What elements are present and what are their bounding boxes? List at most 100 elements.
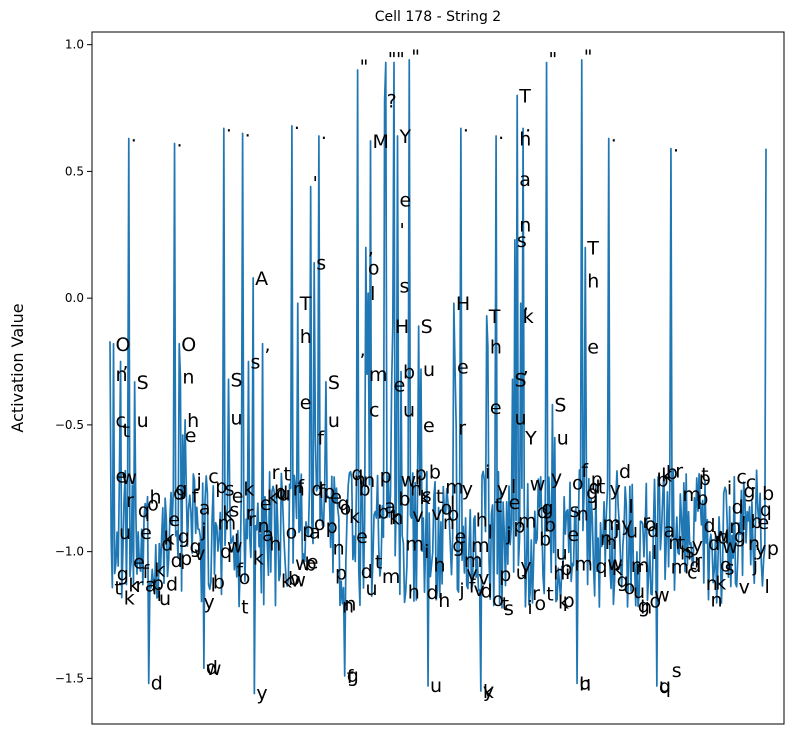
noise-char-406: d xyxy=(588,476,600,498)
noise-char-138: b xyxy=(274,482,286,504)
noise-char-400: f xyxy=(581,460,589,482)
noise-char-404: g xyxy=(586,482,598,504)
noise-char-36: k xyxy=(154,559,165,581)
noise-char-156: w xyxy=(295,553,311,575)
char-label-15: s xyxy=(250,352,260,374)
noise-char-524: i xyxy=(727,477,732,499)
noise-char-326: t xyxy=(495,495,502,517)
noise-char-442: m xyxy=(631,555,650,577)
peak-label-16: . xyxy=(611,124,617,146)
noise-char-104: l xyxy=(234,530,239,552)
noise-char-336: j xyxy=(505,523,511,545)
noise-char-56: g xyxy=(178,526,190,548)
noise-char-492: d xyxy=(689,555,701,577)
noise-char-72: j xyxy=(195,470,201,492)
trough-label-0: d xyxy=(151,672,163,694)
y-tick-label-4: −1.0 xyxy=(55,545,84,559)
noise-char-416: n xyxy=(600,528,612,550)
noise-char-226: b xyxy=(377,502,389,524)
noise-char-96: s xyxy=(225,478,235,500)
char-label-34: ' xyxy=(400,220,405,242)
noise-char-394: m xyxy=(574,553,593,575)
noise-char-132: k xyxy=(267,487,278,509)
noise-char-192: q xyxy=(337,493,349,515)
noise-char-364: b xyxy=(539,528,551,550)
char-label-4: , xyxy=(123,352,129,374)
char-label-16: , xyxy=(265,334,271,356)
noise-char-82: c xyxy=(208,466,218,488)
char-label-0: O xyxy=(116,334,131,356)
noise-char-38: i xyxy=(157,584,162,606)
peak-label-6: . xyxy=(321,122,327,144)
char-label-6: S xyxy=(137,372,149,394)
noise-char-212: d xyxy=(361,561,373,583)
char-label-59: Y xyxy=(524,428,537,450)
noise-char-542: n xyxy=(748,533,760,555)
noise-char-230: m xyxy=(382,566,401,588)
char-label-52: n xyxy=(519,215,531,237)
noise-char-526: n xyxy=(729,516,741,538)
char-label-56: S xyxy=(515,369,527,391)
noise-char-430: g xyxy=(617,570,629,592)
noise-char-408: p xyxy=(591,469,603,491)
noise-char-418: m xyxy=(603,513,622,535)
noise-char-272: v xyxy=(431,503,442,525)
noise-char-512: w xyxy=(713,524,729,546)
noise-char-164: b xyxy=(304,554,316,576)
chart-title: Cell 178 - String 2 xyxy=(375,9,501,25)
noise-char-432: d xyxy=(619,461,631,483)
noise-char-330: p xyxy=(499,564,511,586)
noise-char-312: v xyxy=(478,567,489,589)
noise-char-500: p xyxy=(699,468,711,490)
noise-char-142: u xyxy=(279,483,291,505)
peak-label-2: . xyxy=(226,114,232,136)
noise-char-504: d xyxy=(703,515,715,537)
noise-char-68: f xyxy=(192,485,200,507)
noise-char-150: b xyxy=(288,568,300,590)
noise-char-388: e xyxy=(567,524,579,546)
noise-char-286: o xyxy=(448,503,460,525)
noise-char-426: k xyxy=(612,558,623,580)
noise-char-70: v xyxy=(194,543,205,565)
noise-char-452: r xyxy=(642,511,650,533)
peak-label-1: . xyxy=(177,130,183,152)
noise-char-168: a xyxy=(309,521,321,543)
noise-char-124: n xyxy=(258,516,270,538)
noise-char-306: m xyxy=(471,535,490,557)
noise-char-186: e xyxy=(330,486,342,508)
noise-char-446: r xyxy=(635,557,643,579)
noise-char-480: r xyxy=(675,461,683,483)
noise-char-34: p xyxy=(152,573,164,595)
noise-char-514: k xyxy=(715,573,726,595)
plot-frame xyxy=(91,31,785,725)
noise-char-238: h xyxy=(391,507,403,529)
char-label-51: a xyxy=(519,169,531,191)
char-label-55: , xyxy=(523,293,529,315)
y-axis-ticks: 1.0 0.5 0.0 −0.5 −1.0 −1.5 xyxy=(55,38,92,685)
char-label-9: n xyxy=(182,367,194,389)
char-label-28: l xyxy=(370,283,375,305)
noise-char-10: k xyxy=(124,588,135,610)
trough-label-7: u xyxy=(659,675,671,697)
noise-char-554: b xyxy=(762,483,774,505)
noise-char-194: o xyxy=(340,498,352,520)
char-label-33: e xyxy=(400,189,412,211)
noise-char-376: h xyxy=(553,562,565,584)
noise-char-258: p xyxy=(415,463,427,485)
noise-char-136: r xyxy=(272,462,280,484)
char-label-27: , xyxy=(368,237,374,259)
noise-char-494: y xyxy=(692,535,703,557)
char-label-36: H xyxy=(395,316,409,338)
char-label-53: s xyxy=(517,230,527,252)
noise-char-366: g xyxy=(542,497,554,519)
trough-label-1: d xyxy=(206,657,218,679)
noise-char-458: o xyxy=(649,590,661,612)
noise-char-328: y xyxy=(497,478,508,500)
noise-char-228: p xyxy=(380,466,392,488)
noise-char-188: n xyxy=(333,537,345,559)
noise-char-422: w xyxy=(607,553,623,575)
noise-char-296: j xyxy=(458,579,464,601)
noise-char-282: n xyxy=(443,512,455,534)
noise-char-274: h xyxy=(434,555,446,577)
